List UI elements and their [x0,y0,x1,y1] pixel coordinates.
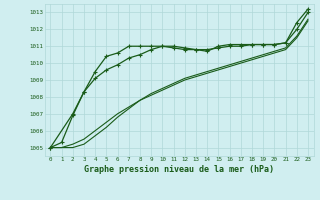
X-axis label: Graphe pression niveau de la mer (hPa): Graphe pression niveau de la mer (hPa) [84,165,274,174]
